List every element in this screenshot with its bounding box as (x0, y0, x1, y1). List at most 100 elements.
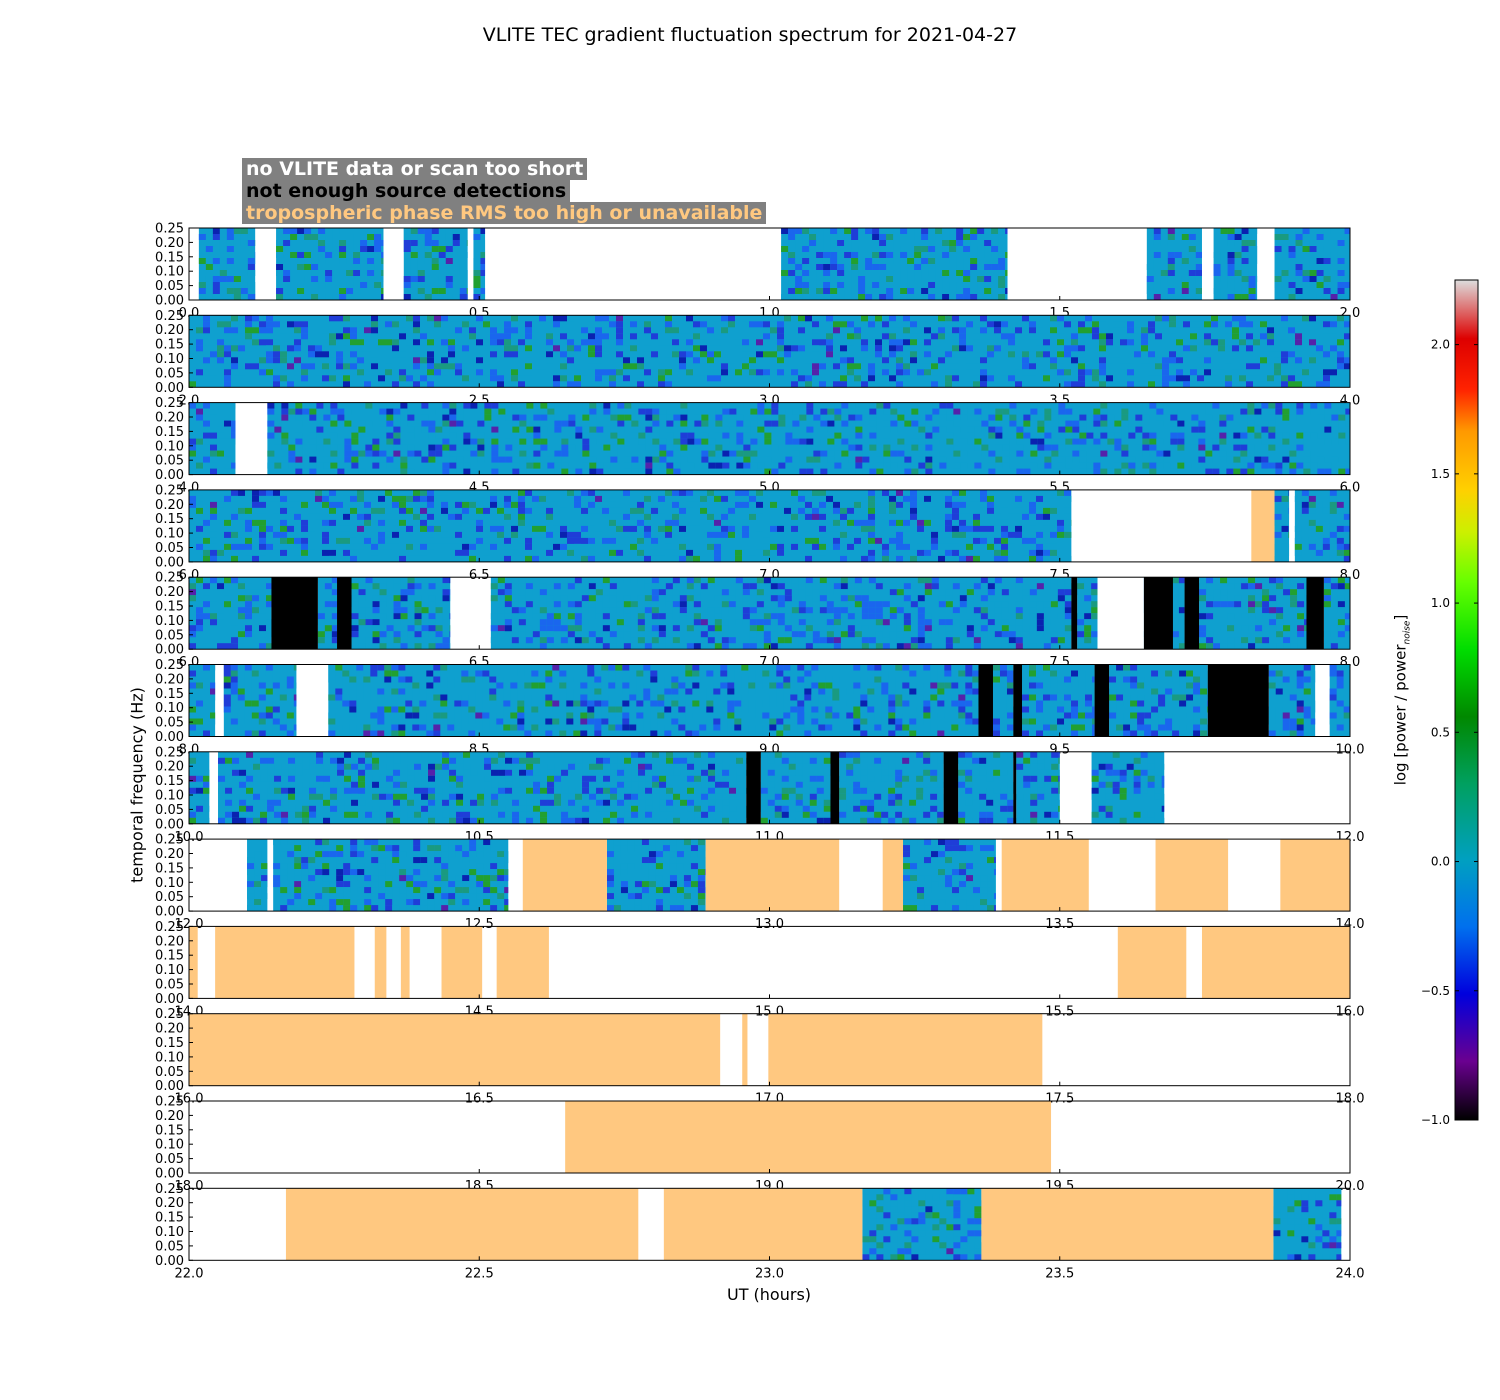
no-detections-flag-band (978, 664, 993, 737)
data-segment (1213, 228, 1258, 300)
x-tick-label: 18.0 (175, 1179, 204, 1194)
colorbar: 2.0 1.5 1.0 0.5 0.0 −0.5 −1.0 (1421, 279, 1479, 1127)
y-tick-label: 0.20 (155, 1109, 184, 1124)
data-segment (317, 577, 338, 650)
y-tick-label: 0.05 (155, 803, 184, 818)
y-tick-label: 0.25 (155, 483, 184, 498)
y-tick-label: 0.15 (155, 1211, 184, 1226)
x-tick-label: 13.0 (755, 917, 784, 932)
y-tick-label: 0.20 (155, 760, 184, 775)
y-tick-label: 0.25 (155, 1007, 184, 1022)
y-tick-label: 0.20 (155, 847, 184, 862)
y-tick-label: 0.00 (155, 905, 184, 920)
y-tick-label: 0.00 (155, 643, 184, 658)
y-tick-label: 0.25 (155, 658, 184, 673)
x-tick-label: 15.5 (1045, 1004, 1074, 1019)
y-tick-label: 0.05 (155, 366, 184, 381)
y-tick-label: 0.00 (155, 381, 184, 396)
y-tick-label: 0.05 (155, 628, 184, 643)
data-segment (328, 664, 979, 737)
y-tick-label: 0.25 (155, 1182, 184, 1197)
no-detections-flag-band (1207, 664, 1269, 737)
y-tick-label: 0.15 (155, 861, 184, 876)
y-tick-label: 0.20 (155, 585, 184, 600)
y-tick-label: 0.10 (155, 701, 184, 716)
troposphere-flag-band (522, 839, 607, 912)
x-tick-label: 18.0 (1336, 1092, 1365, 1107)
y-tick-label: 0.10 (155, 439, 184, 454)
colorbar-tick-label: −1.0 (1421, 1113, 1450, 1127)
y-tick-label: 0.20 (155, 672, 184, 687)
x-tick-label: 22.5 (465, 1266, 494, 1281)
troposphere-flag-band (768, 1013, 1043, 1086)
x-tick-label: 22.0 (175, 1266, 204, 1281)
troposphere-flag-band (1201, 926, 1350, 999)
y-tick-label: 0.20 (155, 236, 184, 251)
x-tick-label: 13.5 (1045, 917, 1074, 932)
x-tick-label: 17.5 (1045, 1092, 1074, 1107)
no-detections-flag-band (830, 751, 840, 824)
no-detections-flag-band (337, 577, 352, 650)
y-tick-label: 0.20 (155, 1022, 184, 1037)
x-tick-label: 23.0 (755, 1266, 784, 1281)
troposphere-flag-band (189, 1013, 721, 1086)
panel-2: 0.000.050.100.150.200.254.0 4.5 5.0 5.5 6.0 (155, 396, 1360, 496)
y-tick-label: 0.00 (155, 730, 184, 745)
x-tick-label: 10.0 (1336, 743, 1365, 758)
data-segment (189, 315, 1350, 388)
data-segment (189, 577, 272, 650)
y-tick-label: 0.15 (155, 600, 184, 615)
data-segment (1109, 664, 1208, 737)
troposphere-flag-band (400, 926, 410, 999)
data-segment (276, 228, 384, 300)
troposphere-flag-band (215, 926, 355, 999)
troposphere-flag-band (285, 1188, 639, 1261)
colorbar-tick-label: 0.0 (1431, 855, 1450, 869)
x-axis-label: UT (hours) (726, 1285, 812, 1304)
data-segment (490, 577, 1072, 650)
no-detections-flag-band (1013, 664, 1023, 737)
x-tick-label: 16.5 (465, 1092, 494, 1107)
no-detections-flag-band (1306, 577, 1324, 650)
y-tick-label: 0.15 (155, 338, 184, 353)
y-tick-label: 0.10 (155, 352, 184, 367)
data-segment (1323, 577, 1350, 650)
data-segment (839, 751, 944, 824)
data-segment (273, 839, 509, 912)
data-segment (862, 1188, 982, 1261)
data-segment (247, 839, 268, 912)
y-tick-label: 0.10 (155, 614, 184, 629)
y-tick-label: 0.15 (155, 512, 184, 527)
no-detections-flag-band (943, 751, 959, 824)
no-detections-flag-band (271, 577, 318, 650)
y-tick-label: 0.00 (155, 1167, 184, 1182)
panel-4: 0.000.050.100.150.200.256.0 6.5 7.0 7.5 8.0 (155, 571, 1360, 671)
data-segment (198, 228, 256, 300)
y-tick-label: 0.15 (155, 1123, 184, 1138)
y-tick-label: 0.10 (155, 1138, 184, 1153)
x-tick-label: 16.0 (1336, 1004, 1365, 1019)
legend-no-detections: not enough source detections (242, 180, 571, 202)
colorbar-tick-label: 1.0 (1431, 596, 1450, 610)
data-segment (1022, 664, 1095, 737)
data-segment (473, 228, 486, 300)
troposphere-flag-band (1117, 926, 1187, 999)
troposphere-flag-band (742, 1013, 748, 1086)
no-detections-flag-band (1143, 577, 1173, 650)
y-tick-label: 0.15 (155, 1036, 184, 1051)
y-tick-label: 0.25 (155, 833, 184, 848)
y-tick-label: 0.05 (155, 1152, 184, 1167)
troposphere-flag-band (882, 839, 904, 912)
y-tick-label: 0.20 (155, 498, 184, 513)
no-detections-flag-band (746, 751, 761, 824)
y-tick-label: 0.25 (155, 920, 184, 935)
data-segment (189, 751, 210, 824)
data-segment (189, 489, 1072, 562)
no-detections-flag-band (1184, 577, 1200, 650)
y-tick-label: 0.05 (155, 978, 184, 993)
y-tick-label: 0.00 (155, 555, 184, 570)
y-tick-label: 0.05 (155, 1239, 184, 1254)
data-segment (1016, 751, 1060, 824)
colorbar-tick-label: 0.5 (1431, 725, 1450, 739)
